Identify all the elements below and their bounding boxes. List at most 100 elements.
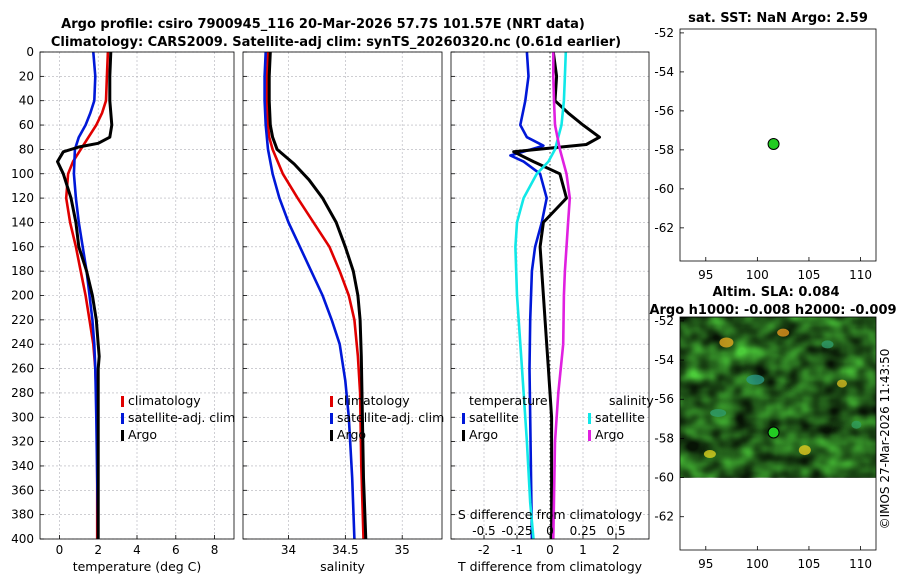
salinity-series-argo	[267, 51, 368, 540]
x-tick-label: 1	[579, 543, 587, 557]
sla-anomaly	[851, 420, 862, 429]
legend-swatch	[330, 430, 333, 441]
y-tick-label: 340	[11, 459, 34, 473]
y-tick-label: -62	[654, 221, 674, 235]
legend-label: satellite	[595, 410, 645, 425]
legend-title-temperature: temperature	[469, 393, 548, 408]
temperature-series-satellite-adj-clim	[72, 51, 100, 540]
legend-label: climatology	[337, 393, 410, 408]
sla-anomaly	[719, 337, 734, 348]
y-tick-label: 40	[19, 94, 34, 108]
x-tick-label: 2	[612, 543, 620, 557]
y-tick-label: -62	[654, 510, 674, 524]
sla-anomaly	[710, 408, 727, 417]
y-tick-label: -56	[654, 392, 674, 406]
x-tick-label: 0	[56, 543, 64, 557]
sla-anomaly	[821, 340, 834, 349]
y-tick-label: -58	[654, 143, 674, 157]
x-axis-label: temperature (deg C)	[73, 559, 202, 574]
y-tick-label: -54	[654, 65, 674, 79]
y-tick-label: 60	[19, 118, 34, 132]
x-tick-label: 35	[395, 543, 410, 557]
difference-panel: -2 -1 0 1 2 T difference from climatology S di…	[450, 51, 654, 574]
x-tick-label: 0	[546, 543, 554, 557]
secondary-axis-label: S difference from climatology	[458, 507, 643, 522]
x-axis-label: T difference from climatology	[457, 559, 643, 574]
legend-swatch	[330, 413, 333, 424]
y-tick-label: 320	[11, 435, 34, 449]
y-tick-label: 80	[19, 142, 34, 156]
secondary-tick-label: -0.5	[472, 524, 495, 538]
argo-position-marker	[767, 426, 780, 439]
x-tick-label: 34	[281, 543, 296, 557]
legend-label: satellite	[469, 410, 519, 425]
y-tick-label: 100	[11, 167, 34, 181]
x-tick-label: 95	[698, 557, 713, 571]
y-tick-label: 260	[11, 362, 34, 376]
legend-swatch	[121, 396, 124, 407]
y-tick-label: 160	[11, 240, 34, 254]
y-tick-label: -60	[654, 182, 674, 196]
legend-label: Argo	[128, 427, 157, 442]
legend-label: climatology	[128, 393, 201, 408]
y-tick-label: -52	[654, 314, 674, 328]
y-tick-label: 380	[11, 508, 34, 522]
legend-swatch	[462, 413, 465, 424]
y-tick-label: 300	[11, 410, 34, 424]
y-tick-label: 0	[26, 45, 34, 59]
secondary-tick-label: 0.5	[606, 524, 625, 538]
y-tick-label: 240	[11, 337, 34, 351]
x-tick-label: 6	[172, 543, 180, 557]
sla-map-title-1: Altim. SLA: 0.084	[713, 285, 840, 300]
sla-anomaly	[746, 374, 765, 385]
legend-swatch	[588, 413, 591, 424]
secondary-tick-label: 0.25	[570, 524, 597, 538]
y-tick-label: -56	[654, 104, 674, 118]
legend-label: Argo	[595, 427, 624, 442]
sla-anomaly	[703, 450, 716, 459]
legend-swatch	[462, 430, 465, 441]
watermark: ©IMOS 27-Mar-2026 11:43:50	[878, 349, 892, 530]
x-tick-label: 4	[133, 543, 141, 557]
t-diff-argo	[512, 51, 601, 539]
salinity-series-climatology	[265, 51, 365, 540]
x-tick-label: 34.5	[332, 543, 359, 557]
sla-anomaly	[836, 379, 847, 388]
x-tick-label: 105	[797, 557, 820, 571]
y-tick-label: 140	[11, 215, 34, 229]
legend-title-salinity: salinity	[609, 393, 654, 408]
title-line-1: Argo profile: csiro 7900945_116 20-Mar-2…	[61, 17, 585, 32]
y-tick-label: 280	[11, 386, 34, 400]
temperature-panel: 0 2 4 6 802040608010012014016018020022024026…	[11, 45, 235, 574]
temperature-series-argo	[56, 51, 114, 539]
y-tick-label: 120	[11, 191, 34, 205]
legend-swatch	[588, 430, 591, 441]
salinity-panel: 34 34.5 35 salinity climatology satellite-adj…	[242, 51, 444, 574]
y-tick-label: -52	[654, 26, 674, 40]
y-tick-label: 180	[11, 264, 34, 278]
y-tick-label: 360	[11, 483, 34, 497]
y-tick-label: 400	[11, 532, 34, 546]
x-tick-label: 110	[849, 268, 872, 282]
x-tick-label: 105	[797, 268, 820, 282]
s-diff-satellite	[514, 51, 568, 540]
y-tick-label: -58	[654, 431, 674, 445]
s-diff-argo	[552, 52, 572, 540]
salinity-series-satellite-adj-clim	[263, 51, 356, 540]
sla-map-title-2: Argo h1000: -0.008 h2000: -0.009	[649, 303, 896, 318]
x-tick-label: 100	[746, 268, 769, 282]
y-tick-label: -60	[654, 471, 674, 485]
legend-swatch	[330, 396, 333, 407]
secondary-tick-label: 0	[546, 524, 554, 538]
sla-anomaly	[777, 328, 790, 337]
legend-swatch	[121, 430, 124, 441]
x-tick-label: 110	[849, 557, 872, 571]
x-tick-label: 8	[211, 543, 219, 557]
x-tick-label: -2	[478, 543, 490, 557]
sla-map-panel: 95 100 105 110 -52 -54 -56 -58 -60 -62	[654, 314, 877, 571]
y-tick-label: -54	[654, 353, 674, 367]
legend-label: satellite-adj. clim	[337, 410, 444, 425]
x-tick-label: 95	[698, 268, 713, 282]
x-axis-label: salinity	[320, 559, 365, 574]
title-line-2: Climatology: CARS2009. Satellite-adj cli…	[51, 35, 621, 50]
